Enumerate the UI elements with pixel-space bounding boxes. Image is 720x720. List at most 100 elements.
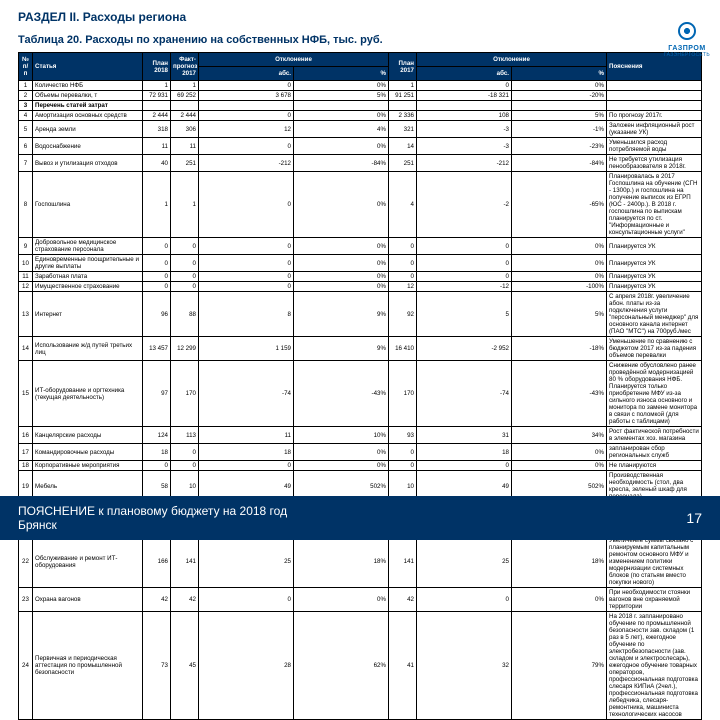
- page-footer: ПОЯСНЕНИЕ к плановому бюджету на 2018 го…: [0, 496, 720, 540]
- cell: 12: [19, 282, 33, 292]
- cell: Госпошлина: [33, 172, 143, 238]
- cell: 0: [171, 238, 199, 255]
- col-deviation2: Отклонение: [417, 53, 607, 67]
- table-row: 22Обслуживание и ремонт ИТ-оборудования1…: [19, 536, 702, 588]
- cell: Объемы перевалки, т: [33, 91, 143, 101]
- cell: Увеличение суммы связано с планируемым к…: [607, 536, 702, 588]
- table-row: 24Первичная и периодическая аттестация п…: [19, 612, 702, 720]
- cell: 170: [171, 361, 199, 427]
- page-content: РАЗДЕЛ II. Расходы региона Таблица 20. Р…: [0, 0, 720, 720]
- cell: 9%: [294, 292, 389, 337]
- table-row: 6Водоснабжение111100%14-3-23%Уменьшился …: [19, 138, 702, 155]
- cell: [607, 101, 702, 111]
- table-header: № п/п Статья План 2018 Факт-прогноз 2017…: [19, 53, 702, 81]
- cell: 0: [199, 111, 294, 121]
- cell: 12: [389, 282, 417, 292]
- cell: 166: [143, 536, 171, 588]
- cell: 0: [199, 282, 294, 292]
- col-plan2017: План 2017: [389, 53, 417, 81]
- cell: 16: [19, 427, 33, 444]
- cell: 1: [19, 81, 33, 91]
- cell: 4%: [294, 121, 389, 138]
- col-pct2: %: [512, 67, 607, 81]
- cell: 0%: [294, 255, 389, 272]
- cell: 15: [19, 361, 33, 427]
- cell: 4: [389, 172, 417, 238]
- cell: Уменьшился расход потребляемой воды: [607, 138, 702, 155]
- cell: 2 336: [389, 111, 417, 121]
- cell: 0: [389, 461, 417, 471]
- cell: 0%: [294, 272, 389, 282]
- table-row: 9Добровольное медицинское страхование пе…: [19, 238, 702, 255]
- cell: 0: [171, 461, 199, 471]
- cell: Амортизация основных средств: [33, 111, 143, 121]
- table-row: 12Имущественное страхование0000%12-12-10…: [19, 282, 702, 292]
- cell: Заложен инфляционный рост (указание УК): [607, 121, 702, 138]
- cell: 0%: [512, 81, 607, 91]
- cell: 113: [171, 427, 199, 444]
- cell: 91 251: [389, 91, 417, 101]
- cell: -2 952: [417, 337, 512, 361]
- cell: 14: [19, 337, 33, 361]
- cell: 170: [389, 361, 417, 427]
- cell: 0: [143, 272, 171, 282]
- cell: -100%: [512, 282, 607, 292]
- cell: 45: [171, 612, 199, 720]
- cell: 13: [19, 292, 33, 337]
- cell: 0: [389, 238, 417, 255]
- cell: 0%: [294, 461, 389, 471]
- cell: 0%: [294, 111, 389, 121]
- cell: 0: [417, 81, 512, 91]
- cell: 0%: [512, 272, 607, 282]
- cell: 17: [19, 444, 33, 461]
- cell: Планировалась в 2017 Госпошлина на обуче…: [607, 172, 702, 238]
- logo-text-sub: ГАЗЭНЕРГОСЕТЬ: [664, 52, 710, 58]
- cell: [199, 101, 294, 111]
- cell: Единовременные поощрительные и другие вы…: [33, 255, 143, 272]
- cell: 0%: [294, 138, 389, 155]
- cell: 0: [417, 461, 512, 471]
- cell: 0: [199, 272, 294, 282]
- cell: [607, 81, 702, 91]
- cell: Рост фактической потребности в элементах…: [607, 427, 702, 444]
- col-pct1: %: [294, 67, 389, 81]
- cell: Охрана вагонов: [33, 588, 143, 612]
- cell: Интернет: [33, 292, 143, 337]
- table-row: 15ИТ-оборудование и оргтехника (текущая …: [19, 361, 702, 427]
- cell: 0%: [512, 461, 607, 471]
- cell: 0: [143, 461, 171, 471]
- table-row: 11Заработная плата0000%000%Планируется У…: [19, 272, 702, 282]
- cell: ИТ-оборудование и оргтехника (текущая де…: [33, 361, 143, 427]
- cell: 4: [19, 111, 33, 121]
- cell: 18: [199, 444, 294, 461]
- cell: 0: [143, 238, 171, 255]
- cell: 40: [143, 155, 171, 172]
- cell: 16 410: [389, 337, 417, 361]
- cell: 0: [199, 138, 294, 155]
- table-row: 17Командировочные расходы180180%0180%зап…: [19, 444, 702, 461]
- cell: Не требуется утилизация пенообразователя…: [607, 155, 702, 172]
- cell: Планируется УК: [607, 272, 702, 282]
- cell: 1: [171, 172, 199, 238]
- cell: 0%: [512, 238, 607, 255]
- cell: 0: [417, 272, 512, 282]
- cell: -43%: [294, 361, 389, 427]
- cell: -18%: [512, 337, 607, 361]
- page-number: 17: [686, 510, 702, 526]
- cell: Командировочные расходы: [33, 444, 143, 461]
- cell: 24: [19, 612, 33, 720]
- cell: 8: [19, 172, 33, 238]
- cell: Канцелярские расходы: [33, 427, 143, 444]
- cell: 0%: [294, 172, 389, 238]
- table-row: 23Охрана вагонов424200%4200%При необходи…: [19, 588, 702, 612]
- cell: 6: [19, 138, 33, 155]
- cell: 9%: [294, 337, 389, 361]
- section-title: РАЗДЕЛ II. Расходы региона: [18, 10, 702, 24]
- footer-text: ПОЯСНЕНИЕ к плановому бюджету на 2018 го…: [18, 504, 287, 533]
- cell: 10%: [294, 427, 389, 444]
- cell: 141: [389, 536, 417, 588]
- cell: 321: [389, 121, 417, 138]
- cell: [512, 101, 607, 111]
- cell: 5%: [512, 292, 607, 337]
- cell: 69 252: [171, 91, 199, 101]
